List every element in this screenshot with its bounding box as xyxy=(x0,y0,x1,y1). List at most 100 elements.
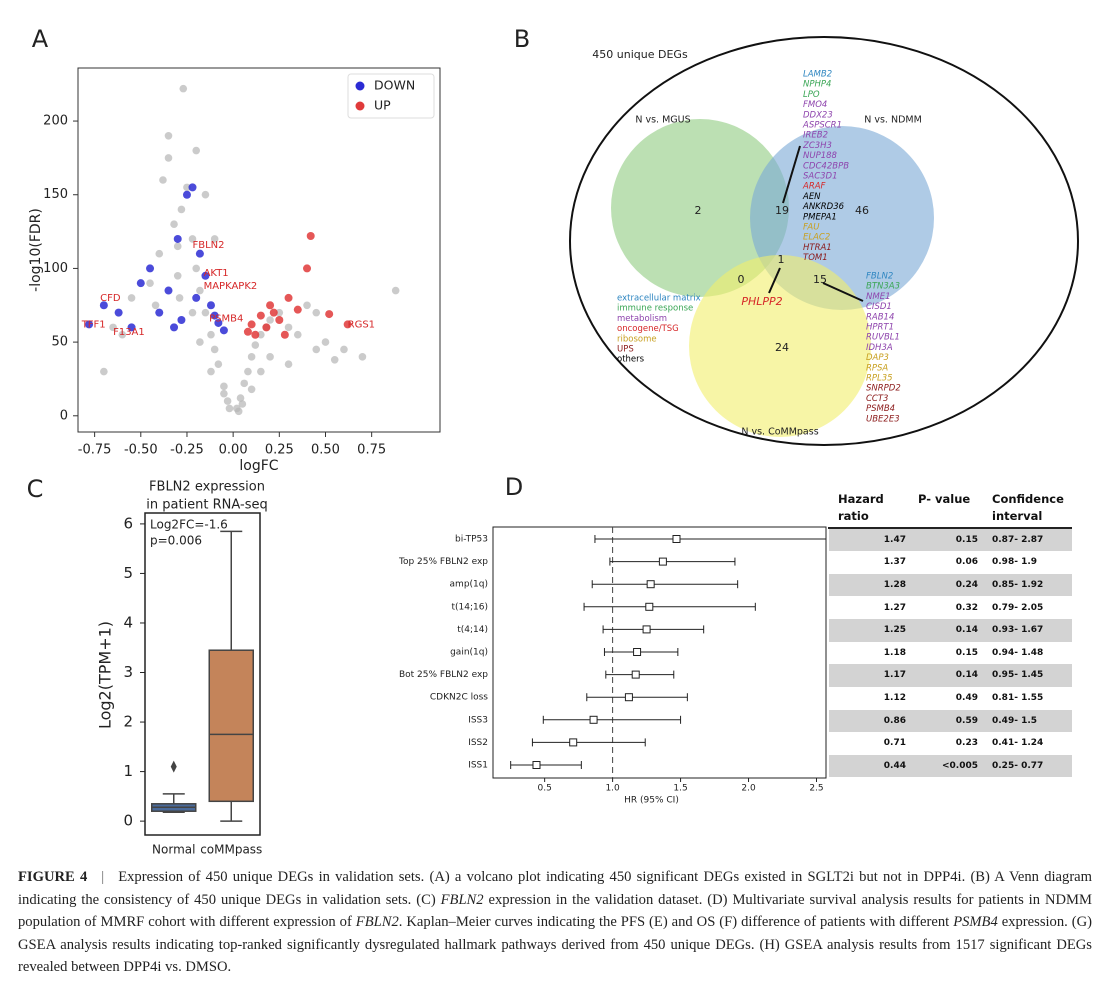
background-point xyxy=(358,353,367,361)
gene-label: RUVBL1 xyxy=(866,333,900,343)
y-tick-label: 200 xyxy=(43,114,68,129)
gene-label: DAP3 xyxy=(866,353,889,363)
outer-circle xyxy=(569,36,1079,446)
chart-title: FBLN2 expression xyxy=(149,480,265,495)
caption-text: FBLN2 xyxy=(440,891,484,908)
column-header: P- value xyxy=(918,492,971,506)
background-point xyxy=(127,294,136,302)
chart-title: in patient RNA-seq xyxy=(146,498,267,513)
gene-annotation: FBLN2 xyxy=(193,240,225,251)
background-point xyxy=(207,367,215,376)
background-point xyxy=(177,205,186,214)
gene-label: NME1 xyxy=(866,292,890,302)
row-shade xyxy=(829,528,1072,552)
p-value-cell: 0.49 xyxy=(955,692,978,703)
gene-label: SNRPD2 xyxy=(866,384,901,394)
point xyxy=(170,323,179,332)
set-label: N vs. NDMM xyxy=(864,115,922,126)
row-label: t(14;16) xyxy=(452,602,489,612)
x-tick-label: -0.75 xyxy=(78,443,112,458)
region-count: 24 xyxy=(775,341,789,354)
y-tick-label: 6 xyxy=(123,514,133,532)
hr-marker xyxy=(631,670,640,679)
background-point xyxy=(225,404,234,413)
background-point xyxy=(192,264,201,273)
hr-cell: 1.18 xyxy=(883,647,906,658)
plot-frame xyxy=(492,526,827,779)
gene-label: FMO4 xyxy=(803,100,827,110)
background-point xyxy=(236,394,245,402)
point xyxy=(146,264,155,273)
gene-annotation: AKT1 xyxy=(204,268,229,279)
row-label: ISS3 xyxy=(468,715,488,725)
row-label: gain(1q) xyxy=(450,648,488,658)
ci-cell: 0.93- 1.67 xyxy=(992,625,1044,636)
x-tick-label: 0.00 xyxy=(219,443,248,458)
gene-annotation: MAPKAPK2 xyxy=(204,281,258,292)
caption-text: FBLN2 xyxy=(355,914,399,930)
background-point xyxy=(275,308,284,317)
row-shade xyxy=(829,664,1072,687)
hr-cell: 1.12 xyxy=(883,692,906,703)
background-point xyxy=(251,341,260,349)
point xyxy=(114,308,123,317)
point xyxy=(275,316,284,324)
point xyxy=(127,323,136,332)
hr-cell: 1.17 xyxy=(883,670,906,681)
caption-text: expression in the validation dataset. (D… xyxy=(18,891,1092,931)
venn-title: 450 unique DEGs xyxy=(592,48,688,61)
x-tick-label: 0.5 xyxy=(537,784,551,794)
center-gene: PHLPP2 xyxy=(741,295,782,308)
hr-cell: 1.25 xyxy=(883,625,906,636)
gene-label: BTN3A3 xyxy=(866,282,900,292)
outlier xyxy=(170,760,177,773)
gene-label: ELAC2 xyxy=(803,233,830,243)
background-point xyxy=(266,353,274,361)
set-circle xyxy=(611,119,789,297)
row-label: t(4;14) xyxy=(457,625,488,635)
gene-label: CCT3 xyxy=(866,394,888,404)
hr-cell: 0.86 xyxy=(883,715,906,726)
p-value-cell: 0.15 xyxy=(955,534,978,545)
point xyxy=(247,320,256,329)
y-tick-label: 150 xyxy=(43,187,68,202)
caption-text: Expression of 450 unique DEGs in validat… xyxy=(18,869,1093,908)
gene-label: IREB2 xyxy=(803,131,828,141)
point xyxy=(99,301,108,310)
y-tick-label: 1 xyxy=(123,762,133,780)
hr-cell: 0.71 xyxy=(883,738,906,749)
gene-label: HPRT1 xyxy=(866,323,894,333)
row-label: amp(1q) xyxy=(450,580,488,590)
gene-label: AEN xyxy=(802,192,821,202)
background-point xyxy=(192,146,201,155)
y-tick-label: 5 xyxy=(123,564,133,582)
y-tick-label: 4 xyxy=(123,613,133,631)
background-point xyxy=(173,242,182,251)
column-header: Hazard ratio xyxy=(838,492,884,523)
hr-cell: 1.37 xyxy=(883,557,906,568)
point xyxy=(325,310,334,319)
p-value-cell: 0.59 xyxy=(955,715,978,726)
background-point xyxy=(247,353,256,361)
point xyxy=(280,330,289,339)
point xyxy=(214,318,223,327)
background-point xyxy=(284,323,293,332)
background-point xyxy=(151,301,160,310)
gene-label: DDX23 xyxy=(803,110,833,120)
y-tick-label: 100 xyxy=(43,261,68,276)
point xyxy=(343,320,352,329)
p-value-cell: <0.005 xyxy=(941,760,978,771)
ci-cell: 0.41- 1.24 xyxy=(992,738,1044,749)
category-legend: metabolism xyxy=(617,314,667,324)
set-circle xyxy=(689,255,871,437)
hr-cell: 1.27 xyxy=(883,602,906,613)
x-tick-label: Normal xyxy=(152,843,195,857)
point xyxy=(182,190,191,199)
y-tick-label: 0 xyxy=(123,812,133,830)
point xyxy=(192,293,201,302)
ci-cell: 0.49- 1.5 xyxy=(992,715,1038,726)
background-point xyxy=(210,345,219,354)
category-legend: oncogene/TSG xyxy=(617,324,679,334)
background-point xyxy=(155,249,164,258)
